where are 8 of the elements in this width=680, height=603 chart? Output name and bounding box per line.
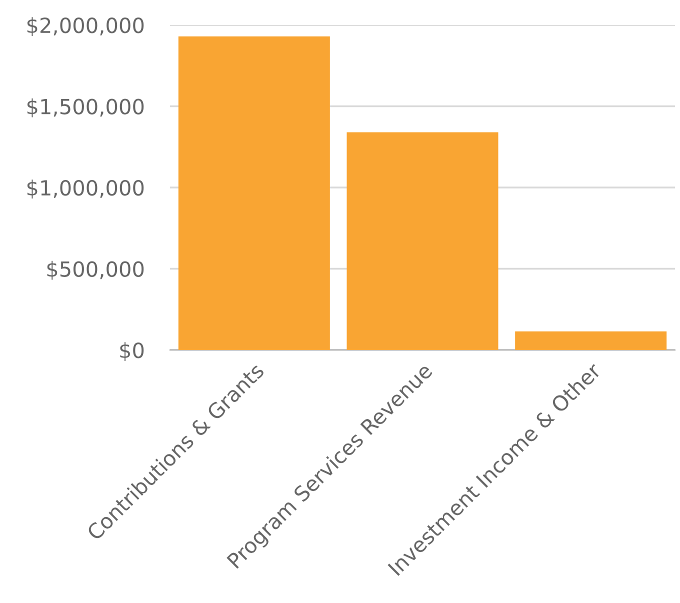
y-tick-label: $2,000,000 — [27, 17, 144, 36]
bar — [178, 36, 330, 350]
bar — [346, 132, 498, 350]
y-tick-label: $1,500,000 — [27, 98, 144, 118]
y-tick-label: $1,000,000 — [27, 180, 144, 198]
y-tick-label: $500,000 — [47, 260, 144, 280]
y-tick-label: $0 — [120, 342, 144, 361]
bar — [515, 331, 667, 350]
